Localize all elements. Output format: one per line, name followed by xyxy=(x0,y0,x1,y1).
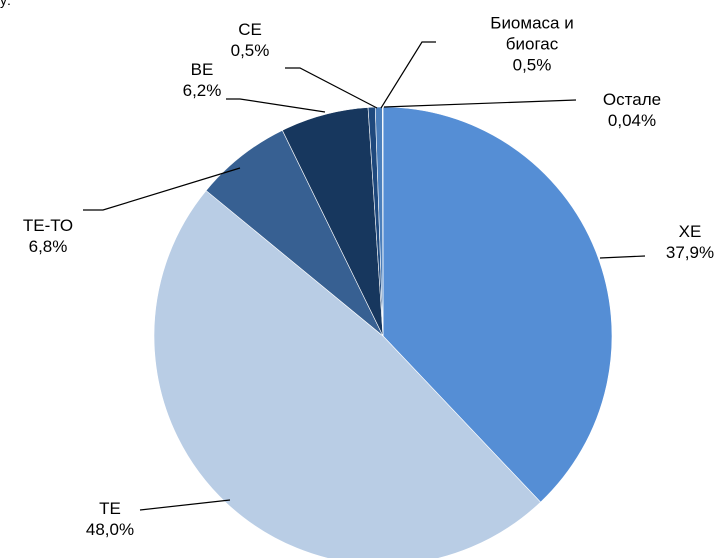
pie-slice xyxy=(382,106,613,503)
label-name: ВЕ xyxy=(190,60,214,79)
label-name: ТЕ-ТО xyxy=(22,216,74,235)
data-label: ТЕ 48,0% xyxy=(43,498,178,540)
label-value: 6,2% xyxy=(182,81,222,100)
data-label: ХЕ 37,9% xyxy=(635,221,728,263)
leader-line xyxy=(380,41,436,109)
leader-line xyxy=(599,255,646,259)
label-value: 0,5% xyxy=(230,41,270,60)
label-name: ТЕ xyxy=(99,499,121,518)
leader-line xyxy=(285,67,378,109)
label-name: СЕ xyxy=(238,20,262,39)
data-label: ТЕ-ТО 6,8% xyxy=(3,215,93,257)
pie-slice xyxy=(153,190,541,558)
label-name: Биомаса и биогас xyxy=(490,13,574,54)
caption: у: xyxy=(0,0,11,8)
data-label: Биомаса и биогас 0,5% xyxy=(467,13,597,76)
leader-line xyxy=(226,98,326,113)
data-label: СЕ 0,5% xyxy=(220,19,280,61)
leader-line xyxy=(139,499,231,511)
label-name: ХЕ xyxy=(678,222,702,241)
leader-line xyxy=(383,99,577,108)
label-name: Остале xyxy=(602,90,662,109)
data-label: Остале 0,04% xyxy=(587,89,677,131)
pie-slice xyxy=(382,106,384,337)
leader-line xyxy=(83,167,241,211)
label-value: 6,8% xyxy=(28,237,68,256)
label-value: 37,9% xyxy=(665,243,715,262)
label-value: 0,5% xyxy=(512,55,552,75)
data-label: ВЕ 6,2% xyxy=(172,59,232,101)
label-value: 0,04% xyxy=(607,111,657,130)
label-value: 48,0% xyxy=(85,520,135,539)
